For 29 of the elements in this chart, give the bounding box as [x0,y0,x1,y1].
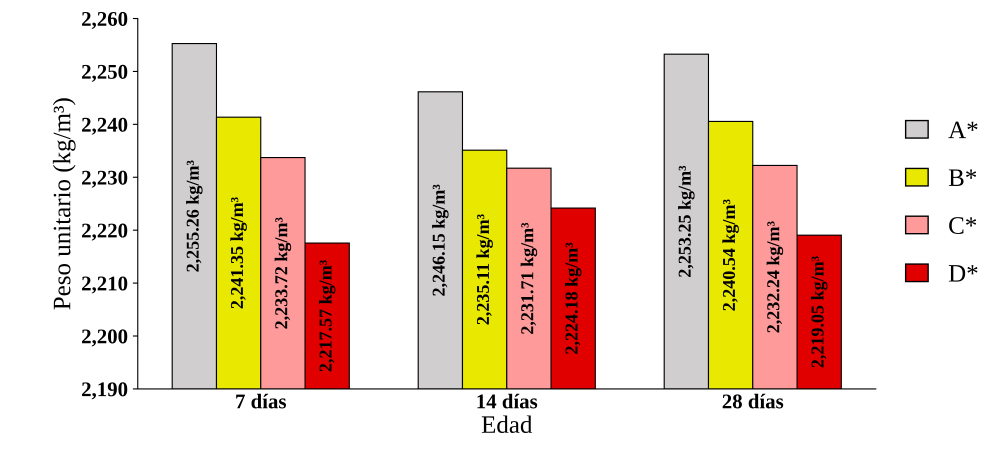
data-label: 2,224.18 kg/m³ [564,242,582,354]
x-tick-label: 28 días [722,394,784,408]
x-tick-label: 14 días [477,394,538,408]
x-axis-title: Edad [482,415,532,434]
legend-label: C* [949,217,976,234]
x-tick-label: 7 días [236,394,286,408]
data-label: 2,217.57 kg/m³ [318,260,336,372]
legend-label: B* [948,170,976,186]
y-tick-label: 2,240 [82,118,128,135]
data-label: 2,253.25 kg/m³ [678,166,695,277]
y-axis-title: Peso unitario (kg/m³) [52,98,76,310]
data-label: 2,219.05 kg/m³ [810,256,828,368]
data-label: 2,235.11 kg/m³ [476,214,493,324]
y-tick-label: 2,220 [82,224,128,241]
data-label: 2,232.24 kg/m³ [766,221,784,333]
y-tick-label: 2,250 [82,64,128,82]
data-label: 2,231.71 kg/m³ [520,222,538,334]
legend-label: A* [948,122,978,138]
y-tick-label: 2,190 [82,382,128,400]
legend-label: D* [948,265,978,282]
y-tick-label: 2,210 [82,276,128,294]
y-tick-label: 2,200 [82,329,128,346]
data-label: 2,255.26 kg/m³ [186,160,203,272]
data-label: 2,241.35 kg/m³ [230,197,247,308]
data-label: 2,246.15 kg/m³ [432,184,449,296]
data-label: 2,233.72 kg/m³ [274,218,292,329]
y-tick-label: 2,260 [82,12,128,29]
y-tick-label: 2,230 [82,170,128,188]
data-label: 2,240.54 kg/m³ [722,199,739,311]
